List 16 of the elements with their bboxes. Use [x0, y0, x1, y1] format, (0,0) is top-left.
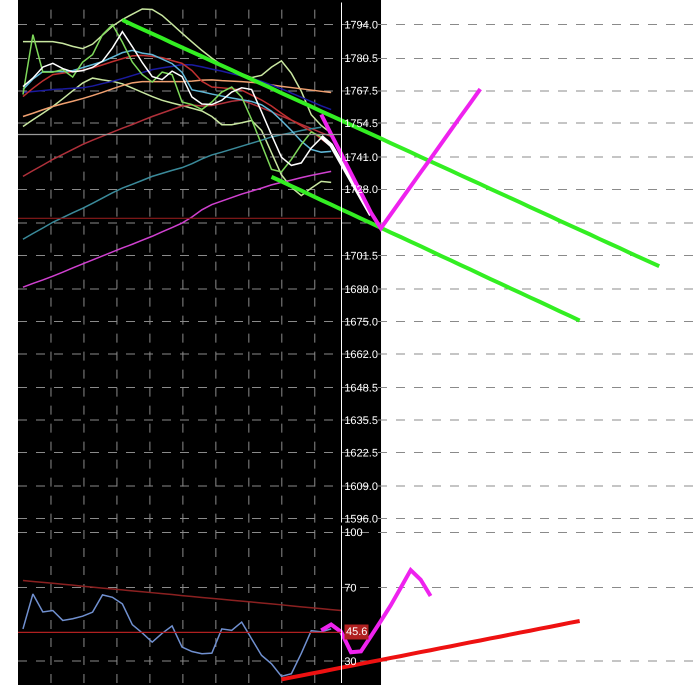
y-tick-label: 1767.5 — [344, 86, 378, 98]
y-tick-label: 1780.5 — [344, 53, 378, 66]
y-tick-label: 1701.5 — [344, 250, 378, 262]
y-tick-label: 1635.5 — [344, 414, 378, 427]
y-tick-label: 70 — [344, 582, 357, 594]
y-tick-label: 1662.0 — [344, 348, 378, 361]
y-tick-label: 1596.0 — [344, 514, 378, 526]
y-tick-label: 1688.0 — [344, 284, 378, 296]
y-tick-label: 100 — [344, 527, 363, 540]
y-tick-label: 1622.5 — [344, 447, 378, 460]
ref-line-label: 45.6 — [346, 626, 368, 638]
y-tick-label: 1741.0 — [344, 152, 378, 164]
y-tick-label: 1609.0 — [344, 481, 378, 494]
y-tick-label: 1794.0 — [344, 20, 378, 32]
y-tick-label: 1648.5 — [344, 382, 378, 395]
y-tick-label: 1675.0 — [344, 316, 378, 328]
